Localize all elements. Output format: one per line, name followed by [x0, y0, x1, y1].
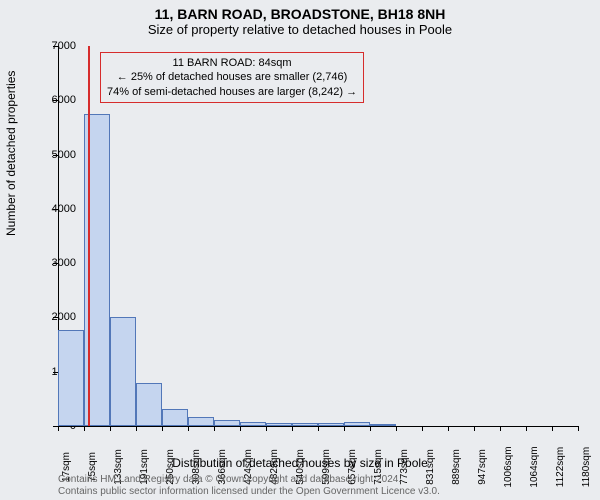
y-tick-mark: [53, 155, 58, 156]
x-tick-mark: [344, 426, 345, 431]
x-tick-mark: [240, 426, 241, 431]
y-tick-mark: [53, 263, 58, 264]
x-tick-mark: [318, 426, 319, 431]
x-tick-mark: [162, 426, 163, 431]
x-tick-mark: [188, 426, 189, 431]
x-tick-mark: [84, 426, 85, 431]
x-tick-mark: [578, 426, 579, 431]
x-tick-mark: [422, 426, 423, 431]
x-tick-mark: [448, 426, 449, 431]
histogram-bar: [344, 422, 370, 426]
x-tick-mark: [526, 426, 527, 431]
chart-container: 11, BARN ROAD, BROADSTONE, BH18 8NH Size…: [0, 0, 600, 500]
marker-line: [88, 46, 90, 426]
histogram-bar: [240, 422, 266, 426]
plot-area: [58, 46, 578, 426]
y-axis-label: Number of detached properties: [4, 71, 18, 236]
x-tick-mark: [370, 426, 371, 431]
footer-line2: Contains public sector information licen…: [58, 486, 440, 498]
histogram-bar: [214, 420, 240, 426]
x-tick-mark: [552, 426, 553, 431]
x-tick-mark: [110, 426, 111, 431]
x-tick-mark: [214, 426, 215, 431]
histogram-bar: [188, 417, 214, 426]
y-tick-mark: [53, 100, 58, 101]
info-line3: 74% of semi-detached houses are larger (…: [107, 85, 357, 99]
x-tick-mark: [136, 426, 137, 431]
chart-subtitle: Size of property relative to detached ho…: [0, 22, 600, 39]
x-tick-mark: [500, 426, 501, 431]
x-tick-mark: [266, 426, 267, 431]
y-tick-mark: [53, 46, 58, 47]
x-tick-mark: [292, 426, 293, 431]
histogram-bar: [110, 317, 136, 426]
x-tick-mark: [396, 426, 397, 431]
info-box: 11 BARN ROAD: 84sqm ← 25% of detached ho…: [100, 52, 364, 103]
histogram-bar: [162, 409, 188, 426]
histogram-bar: [370, 424, 396, 426]
y-tick-mark: [53, 209, 58, 210]
info-line1: 11 BARN ROAD: 84sqm: [107, 56, 357, 70]
info-line2: ← 25% of detached houses are smaller (2,…: [107, 70, 357, 84]
histogram-bar: [58, 330, 84, 426]
footer-line1: Contains HM Land Registry data © Crown c…: [58, 474, 440, 486]
histogram-bar: [266, 423, 292, 426]
histogram-bar: [292, 423, 318, 426]
x-tick-mark: [474, 426, 475, 431]
histogram-bar: [136, 383, 162, 426]
y-tick-mark: [53, 317, 58, 318]
footer: Contains HM Land Registry data © Crown c…: [58, 474, 440, 498]
chart-title: 11, BARN ROAD, BROADSTONE, BH18 8NH: [0, 0, 600, 22]
x-axis-label: Distribution of detached houses by size …: [0, 456, 600, 470]
histogram-bar: [318, 423, 344, 426]
x-tick-mark: [58, 426, 59, 431]
